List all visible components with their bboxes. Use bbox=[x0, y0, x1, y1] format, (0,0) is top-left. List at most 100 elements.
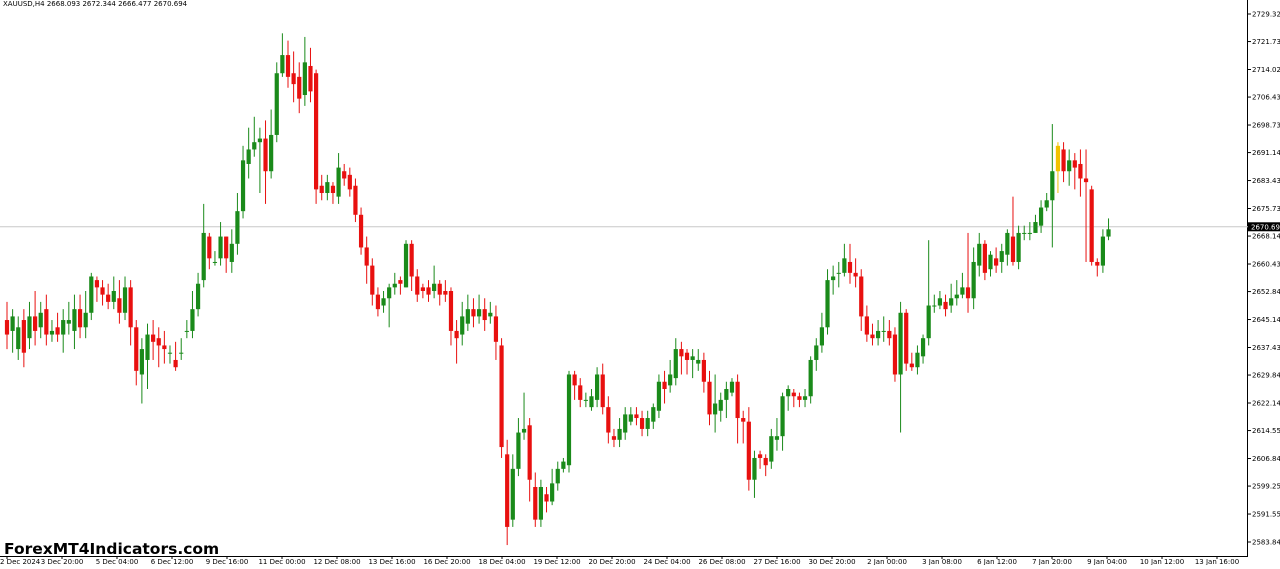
candle bbox=[156, 327, 161, 368]
candle bbox=[1061, 142, 1066, 183]
x-tick-label: 13 Dec 16:00 bbox=[368, 558, 415, 565]
candle-body bbox=[819, 327, 824, 346]
candle-body bbox=[353, 185, 358, 215]
candle bbox=[763, 454, 768, 477]
candle-body bbox=[83, 312, 88, 328]
candle-body bbox=[746, 421, 751, 480]
candle-body bbox=[724, 388, 729, 400]
candle bbox=[920, 334, 926, 364]
candle bbox=[285, 40, 291, 88]
x-tick-label: 3 Jan 08:00 bbox=[922, 558, 962, 565]
candle bbox=[729, 378, 735, 397]
candle-body bbox=[1078, 163, 1083, 179]
candle-body bbox=[639, 418, 645, 429]
candle-body bbox=[10, 316, 15, 331]
candle-body bbox=[505, 454, 510, 527]
candle bbox=[881, 316, 886, 342]
candle bbox=[673, 338, 678, 386]
candle-body bbox=[606, 407, 611, 433]
candle bbox=[49, 320, 55, 342]
candle-body bbox=[898, 312, 903, 375]
candle bbox=[898, 301, 903, 433]
candle bbox=[606, 396, 611, 444]
candle bbox=[77, 294, 83, 339]
candle bbox=[965, 232, 971, 313]
x-tick-label: 10 Jan 12:00 bbox=[1140, 558, 1184, 565]
candle-body bbox=[437, 283, 442, 295]
candle bbox=[16, 316, 21, 360]
candle bbox=[572, 370, 577, 400]
candle bbox=[589, 388, 594, 411]
candle bbox=[977, 232, 982, 277]
candle-body bbox=[651, 407, 656, 422]
candle-body bbox=[555, 468, 560, 484]
y-tick-label: 2637.435 bbox=[1252, 344, 1280, 352]
x-tick-label: 24 Dec 04:00 bbox=[643, 558, 690, 565]
x-tick-label: 26 Dec 08:00 bbox=[698, 558, 745, 565]
candle-body bbox=[1106, 229, 1111, 237]
candle-body bbox=[701, 359, 706, 382]
candle bbox=[370, 258, 375, 306]
candle bbox=[106, 283, 111, 310]
candle-body bbox=[780, 396, 785, 437]
candle-body bbox=[634, 414, 639, 419]
candle-body bbox=[864, 316, 869, 335]
candle bbox=[224, 236, 229, 273]
candle bbox=[280, 33, 285, 77]
candle-body bbox=[443, 291, 448, 295]
candle bbox=[1089, 185, 1094, 266]
candle bbox=[173, 341, 178, 371]
x-tick-label: 9 Dec 16:00 bbox=[206, 558, 249, 565]
x-tick-label: 7 Jan 20:00 bbox=[1032, 558, 1072, 565]
candle bbox=[971, 247, 976, 310]
candle bbox=[915, 345, 920, 375]
candle bbox=[949, 283, 954, 313]
candle-body bbox=[1005, 232, 1010, 255]
candle-body bbox=[668, 374, 673, 386]
candle-body bbox=[954, 294, 959, 299]
candle-body bbox=[684, 352, 690, 360]
candle bbox=[741, 410, 746, 444]
candle bbox=[797, 392, 802, 408]
candle-body bbox=[645, 418, 650, 429]
candle bbox=[994, 247, 999, 273]
x-tick-label: 5 Dec 04:00 bbox=[96, 558, 139, 565]
candle-body bbox=[465, 309, 470, 324]
candle bbox=[240, 145, 246, 219]
candle bbox=[330, 182, 336, 204]
candle bbox=[94, 276, 100, 302]
candle-body bbox=[482, 309, 487, 321]
candle bbox=[645, 410, 650, 437]
candle-body bbox=[915, 352, 920, 368]
candle-body bbox=[920, 338, 926, 357]
candle-body bbox=[611, 436, 617, 440]
candle-body bbox=[853, 272, 858, 277]
candle bbox=[600, 363, 605, 415]
candle-body bbox=[426, 287, 431, 295]
candle-body bbox=[1016, 232, 1021, 262]
x-tick-label: 6 Jan 12:00 bbox=[977, 558, 1017, 565]
candle bbox=[561, 457, 566, 473]
candle bbox=[336, 153, 341, 204]
candle bbox=[578, 378, 583, 408]
candle bbox=[932, 294, 937, 313]
candle-body bbox=[904, 312, 909, 364]
candle-body bbox=[1033, 222, 1038, 233]
candle bbox=[1078, 149, 1083, 197]
candle-body bbox=[982, 243, 987, 273]
candle-body bbox=[122, 287, 128, 313]
candle bbox=[505, 439, 510, 546]
x-tick-label: 6 Dec 12:00 bbox=[151, 558, 194, 565]
candle-body bbox=[55, 327, 60, 335]
candle-body bbox=[578, 385, 583, 400]
candle bbox=[274, 62, 279, 143]
candle bbox=[774, 418, 780, 451]
candle-body bbox=[589, 396, 594, 408]
candle-body bbox=[1089, 189, 1094, 262]
candle-body bbox=[4, 320, 10, 335]
candle bbox=[746, 407, 751, 491]
candle-body bbox=[892, 334, 898, 375]
candle bbox=[246, 127, 251, 179]
candle-body bbox=[538, 486, 543, 520]
